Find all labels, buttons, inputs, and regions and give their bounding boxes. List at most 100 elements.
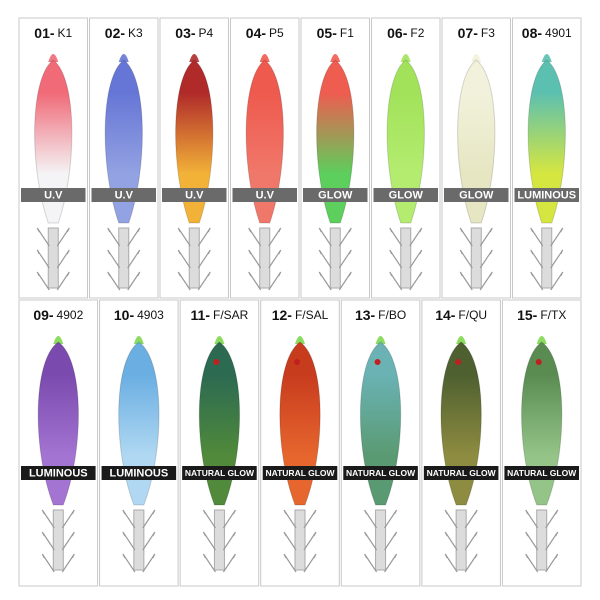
hook-spike	[389, 249, 403, 269]
hook-spike	[107, 227, 121, 247]
product-number: 03-	[175, 25, 196, 41]
hook-spike	[248, 271, 262, 291]
product-number: 09-	[33, 307, 54, 323]
hook-spike	[364, 509, 378, 529]
product-label: 10- 4903	[114, 307, 164, 323]
product-label: 05- F1	[317, 25, 355, 41]
jig-body	[279, 341, 321, 506]
jig-shank	[400, 227, 412, 289]
hook-spike	[525, 531, 539, 551]
band-label: GLOW	[318, 189, 353, 201]
jig-shank	[118, 227, 130, 289]
product-number: 10-	[114, 307, 135, 323]
product-number: 06-	[387, 25, 408, 41]
product-code: 4903	[137, 308, 164, 322]
product-cell: 14- F/QU NATURAL GLOW	[421, 299, 501, 587]
hook-spike	[222, 553, 236, 573]
hook-spike	[464, 509, 478, 529]
hook-spike	[177, 271, 191, 291]
hook-spike	[364, 531, 378, 551]
jig-head	[330, 54, 341, 62]
jig-eye	[455, 359, 462, 365]
product-number: 01-	[34, 25, 55, 41]
band	[21, 188, 86, 202]
hook-spike	[202, 531, 216, 551]
jig-eye	[535, 359, 542, 365]
hook-spike	[459, 271, 473, 291]
band-label: GLOW	[459, 189, 494, 201]
hook-spike	[197, 271, 211, 291]
hook-spike	[479, 249, 493, 269]
hook-spike	[303, 553, 317, 573]
jig-shank	[329, 227, 341, 289]
product-code: F2	[410, 26, 424, 40]
jig-body	[457, 59, 496, 224]
hook-spike	[550, 249, 564, 269]
hook-spike	[56, 271, 70, 291]
hook-spike	[550, 271, 564, 291]
product-label: 02- K3	[105, 25, 143, 41]
hook-spike	[142, 509, 156, 529]
jig-head	[53, 336, 64, 344]
product-cell: 04- P5 U.V	[230, 17, 300, 299]
product-number: 15-	[517, 307, 538, 323]
hook-spike	[545, 553, 559, 573]
jig-body	[359, 341, 402, 506]
hook-spike	[550, 227, 564, 247]
hook-spike	[56, 227, 70, 247]
band	[514, 188, 579, 202]
jig-head	[541, 54, 552, 62]
product-label: 12- F/SAL	[272, 307, 329, 323]
product-label: 06- F2	[387, 25, 425, 41]
band-label: U.V	[115, 189, 134, 201]
jig-eye	[213, 359, 220, 365]
product-code: F/BO	[378, 308, 406, 322]
product-cell: 01- K1 U.V	[18, 17, 88, 299]
hook-spike	[222, 531, 236, 551]
hook-spike	[409, 271, 423, 291]
product-label: 01- K1	[34, 25, 72, 41]
product-label: 04- P5	[246, 25, 284, 41]
product-label: 11- F/SAR	[191, 307, 249, 323]
jig-body	[104, 59, 143, 224]
hook-spike	[36, 271, 50, 291]
hook-spike	[318, 227, 332, 247]
band	[303, 188, 368, 202]
jig-head	[536, 336, 547, 344]
band-label: GLOW	[389, 189, 424, 201]
hook-spike	[41, 553, 55, 573]
jig-shank	[213, 509, 225, 571]
hook-spike	[61, 531, 75, 551]
hook-spike	[318, 249, 332, 269]
band-label: LUMINOUS	[110, 467, 169, 479]
hook-spike	[479, 271, 493, 291]
product-cell: 10- 4903 LUMINOUS	[99, 299, 179, 587]
band-label: NATURAL GLOW	[185, 468, 255, 478]
product-code: F/SAR	[213, 308, 249, 322]
band-label: U.V	[44, 189, 63, 201]
hook-spike	[61, 509, 75, 529]
hook-spike	[61, 553, 75, 573]
hook-spike	[530, 271, 544, 291]
hook-spike	[389, 271, 403, 291]
jig-body	[175, 59, 214, 224]
hook-spike	[545, 531, 559, 551]
band	[444, 188, 509, 202]
band-label: LUMINOUS	[29, 467, 88, 479]
band	[262, 466, 338, 480]
hook-spike	[338, 227, 352, 247]
product-number: 14-	[435, 307, 456, 323]
jig-head	[48, 54, 59, 62]
product-cell: 11- F/SAR NATURAL GLOW	[179, 299, 260, 587]
hook-spike	[41, 509, 55, 529]
jig-body	[198, 341, 241, 506]
product-label: 03- P4	[175, 25, 213, 41]
hook-spike	[127, 227, 141, 247]
hook-spike	[177, 249, 191, 269]
hook-spike	[122, 509, 136, 529]
band	[182, 466, 257, 480]
hook-spike	[384, 553, 398, 573]
hook-spike	[197, 227, 211, 247]
hook-spike	[127, 249, 141, 269]
hook-spike	[222, 509, 236, 529]
